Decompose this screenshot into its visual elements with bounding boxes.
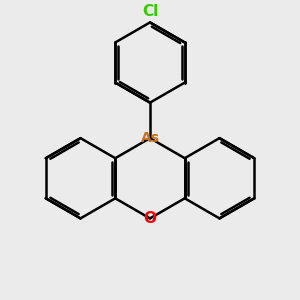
Text: O: O xyxy=(143,211,157,226)
Text: Cl: Cl xyxy=(142,4,158,19)
Text: As: As xyxy=(140,131,160,145)
